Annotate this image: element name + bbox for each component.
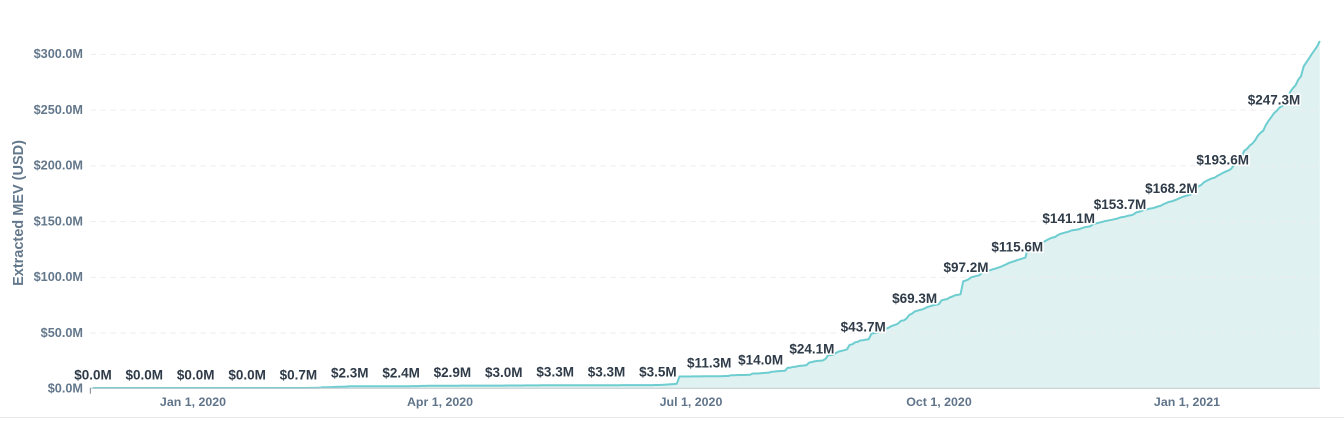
svg-text:$3.3M: $3.3M [536, 365, 574, 380]
svg-text:Oct 1, 2020: Oct 1, 2020 [906, 395, 972, 409]
svg-text:$2.3M: $2.3M [331, 366, 369, 381]
svg-text:$193.6M: $193.6M [1196, 152, 1249, 167]
svg-text:$0.0M: $0.0M [177, 367, 215, 382]
svg-text:Apr 1, 2020: Apr 1, 2020 [407, 395, 473, 409]
svg-text:$100.0M: $100.0M [34, 270, 83, 284]
svg-text:$50.0M: $50.0M [41, 326, 83, 340]
svg-text:$0.0M: $0.0M [48, 382, 83, 396]
svg-text:Jul 1, 2020: Jul 1, 2020 [660, 395, 723, 409]
svg-text:$200.0M: $200.0M [34, 159, 83, 173]
svg-text:$115.6M: $115.6M [991, 239, 1043, 254]
svg-text:$11.3M: $11.3M [687, 356, 731, 371]
svg-text:$2.4M: $2.4M [382, 366, 420, 381]
svg-text:$300.0M: $300.0M [34, 47, 83, 61]
svg-text:$141.1M: $141.1M [1042, 211, 1095, 226]
svg-text:$3.5M: $3.5M [639, 364, 677, 379]
svg-text:$43.7M: $43.7M [841, 320, 886, 335]
svg-text:$247.3M: $247.3M [1248, 93, 1301, 108]
svg-text:$150.0M: $150.0M [34, 214, 83, 228]
svg-text:$250.0M: $250.0M [34, 103, 83, 117]
svg-text:$2.9M: $2.9M [434, 365, 472, 380]
svg-text:$3.3M: $3.3M [588, 365, 626, 380]
svg-text:$168.2M: $168.2M [1145, 181, 1198, 196]
svg-text:$14.0M: $14.0M [738, 353, 783, 368]
svg-text:$69.3M: $69.3M [892, 291, 937, 306]
svg-text:$3.0M: $3.0M [485, 365, 523, 380]
svg-text:$0.0M: $0.0M [228, 367, 266, 382]
svg-text:$24.1M: $24.1M [789, 341, 834, 356]
svg-text:Extracted MEV (USD): Extracted MEV (USD) [11, 140, 27, 286]
svg-text:$0.0M: $0.0M [74, 367, 112, 382]
svg-text:$153.7M: $153.7M [1094, 197, 1147, 212]
svg-text:$97.2M: $97.2M [943, 260, 988, 275]
svg-text:Jan 1, 2021: Jan 1, 2021 [1154, 395, 1220, 409]
svg-text:$0.0M: $0.0M [126, 367, 164, 382]
svg-text:Jan 1, 2020: Jan 1, 2020 [160, 395, 226, 409]
svg-text:$0.7M: $0.7M [280, 367, 318, 382]
